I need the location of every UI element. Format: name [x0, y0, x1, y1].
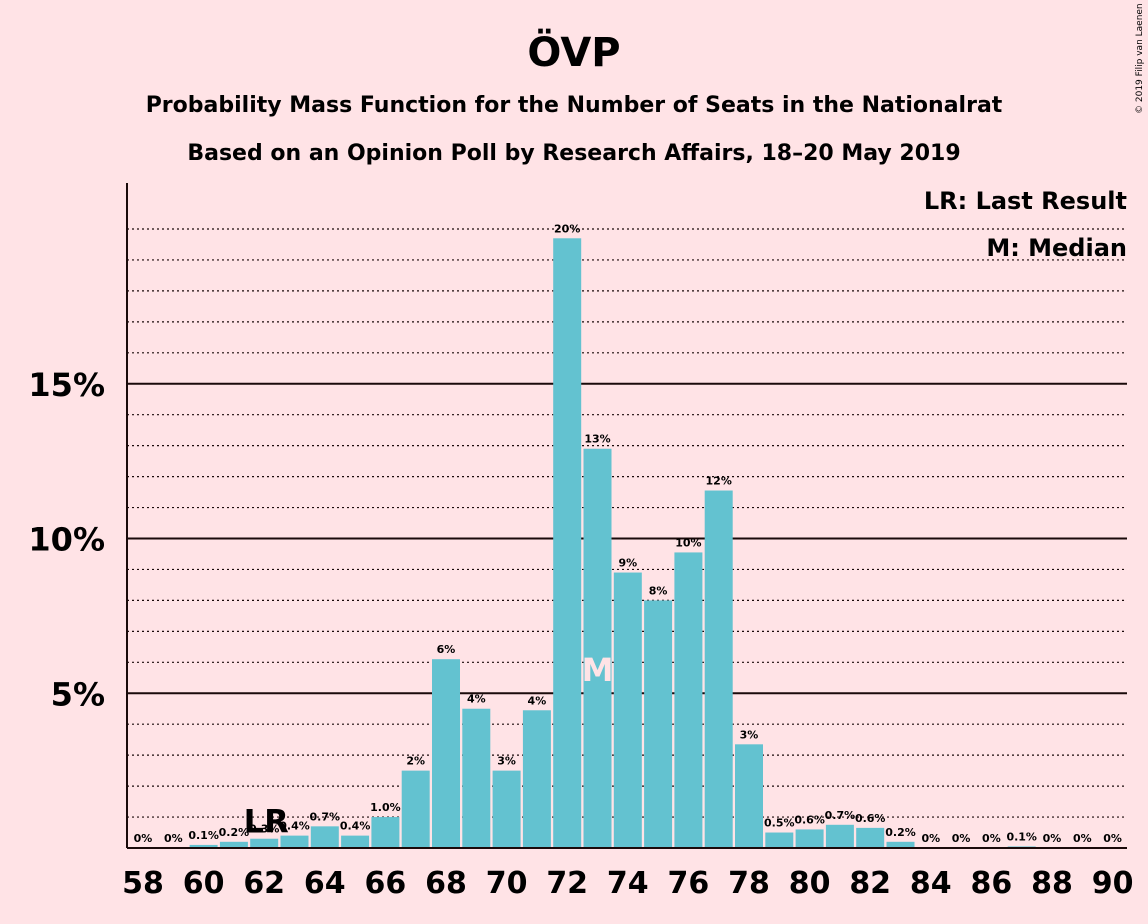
data-label-seat-83: 0.2% [885, 826, 916, 839]
bar-seat-62 [250, 838, 279, 848]
data-label-seat-89: 0% [1073, 832, 1092, 845]
bar-seat-76 [674, 552, 703, 848]
data-label-seat-73: 13% [584, 433, 610, 446]
bar-seat-65 [341, 835, 370, 848]
x-tick-label: 70 [486, 866, 528, 901]
bar-seat-68 [432, 659, 460, 848]
median-marker: M [582, 651, 614, 689]
bar-seat-81 [825, 824, 854, 848]
bar-seat-77 [704, 490, 733, 848]
data-label-seat-60: 0.1% [188, 829, 219, 842]
last-result-marker: LR [244, 803, 289, 841]
data-label-seat-78: 3% [740, 728, 759, 741]
data-label-seat-64: 0.7% [310, 810, 341, 823]
data-label-seat-70: 3% [497, 755, 516, 768]
bar-seat-70 [492, 770, 521, 848]
data-label-seat-59: 0% [164, 832, 183, 845]
bar-seat-72 [553, 238, 582, 848]
x-tick-label: 58 [122, 866, 164, 901]
x-tick-label: 74 [607, 866, 649, 901]
bar-seat-69 [462, 708, 491, 848]
bar-seat-61 [219, 841, 248, 848]
legend-median: M: Median [986, 234, 1127, 262]
bar-seat-66 [371, 817, 400, 848]
data-label-seat-84: 0% [921, 832, 940, 845]
data-label-seat-72: 20% [554, 222, 580, 235]
bar-seat-80 [795, 829, 824, 848]
x-tick-label: 76 [668, 866, 710, 901]
chart-title: ÖVP [527, 28, 620, 76]
x-tick-label: 88 [1031, 866, 1073, 901]
y-tick-label: 5% [51, 675, 105, 713]
x-axis-ticks: 58 60 62 64 66 68 70 72 74 76 78 80 82 84 86 88 90 [122, 866, 1133, 901]
data-label-seat-87: 0.1% [1006, 830, 1037, 843]
data-label-seat-76: 10% [675, 536, 701, 549]
bar-seat-64 [310, 826, 339, 848]
chart-subtitle-line-2: Based on an Opinion Poll by Research Aff… [187, 141, 960, 166]
bars [189, 238, 1036, 848]
data-label-seat-79: 0.5% [764, 817, 795, 830]
data-label-seat-63: 0.4% [279, 820, 310, 833]
y-tick-label: 10% [28, 521, 105, 559]
legend-last-result: LR: Last Result [924, 187, 1127, 215]
x-tick-label: 78 [728, 866, 770, 901]
bar-seat-60 [189, 844, 218, 848]
bar-seat-63 [280, 835, 309, 848]
x-tick-label: 60 [183, 866, 225, 901]
x-tick-label: 72 [546, 866, 588, 901]
data-label-seat-66: 1.0% [370, 801, 401, 814]
data-labels: 0% 0% 0.1% 0.2% 0.3% 0.4%0.7%0.4%1.0%2%6%4%3%… [134, 222, 1122, 845]
data-label-seat-58: 0% [134, 832, 153, 845]
x-tick-label: 64 [304, 866, 346, 901]
data-label-seat-75: 8% [649, 584, 668, 597]
data-label-seat-81: 0.7% [825, 809, 856, 822]
data-label-seat-61: 0.2% [219, 826, 250, 839]
data-label-seat-69: 4% [467, 693, 486, 706]
data-label-seat-77: 12% [706, 475, 732, 488]
bar-seat-67 [401, 770, 430, 848]
data-label-seat-85: 0% [952, 832, 971, 845]
data-label-seat-86: 0% [982, 832, 1001, 845]
data-label-seat-62: 0.3% [249, 823, 280, 836]
bar-seat-71 [522, 710, 551, 848]
x-tick-label: 66 [365, 866, 407, 901]
x-tick-label: 90 [1092, 866, 1134, 901]
bar-seat-78 [735, 744, 763, 848]
bar-seat-82 [856, 827, 885, 848]
data-label-seat-90: 0% [1103, 832, 1122, 845]
data-label-seat-82: 0.6% [855, 812, 886, 825]
data-label-seat-68: 6% [437, 643, 456, 656]
bar-seat-83 [886, 841, 915, 848]
bar-seat-73 [583, 448, 612, 848]
x-tick-label: 82 [849, 866, 891, 901]
data-label-seat-67: 2% [406, 755, 425, 768]
data-label-seat-88: 0% [1043, 832, 1062, 845]
bar-seat-75 [644, 600, 673, 848]
copyright-text: © 2019 Filip van Laenen [1135, 3, 1145, 114]
bar-seat-79 [765, 832, 794, 848]
x-tick-label: 80 [789, 866, 831, 901]
y-axis-ticks: 5% 10% 15% [28, 366, 105, 714]
bar-seat-74 [613, 572, 642, 848]
chart-subtitle-line-1: Probability Mass Function for the Number… [146, 93, 1003, 118]
data-label-seat-80: 0.6% [794, 813, 825, 826]
x-tick-label: 62 [243, 866, 285, 901]
data-label-seat-65: 0.4% [340, 820, 371, 833]
data-label-seat-71: 4% [528, 694, 547, 707]
x-tick-label: 84 [910, 866, 952, 901]
y-tick-label: 15% [28, 366, 105, 404]
data-label-seat-74: 9% [618, 557, 637, 570]
x-tick-label: 86 [971, 866, 1013, 901]
x-tick-label: 68 [425, 866, 467, 901]
